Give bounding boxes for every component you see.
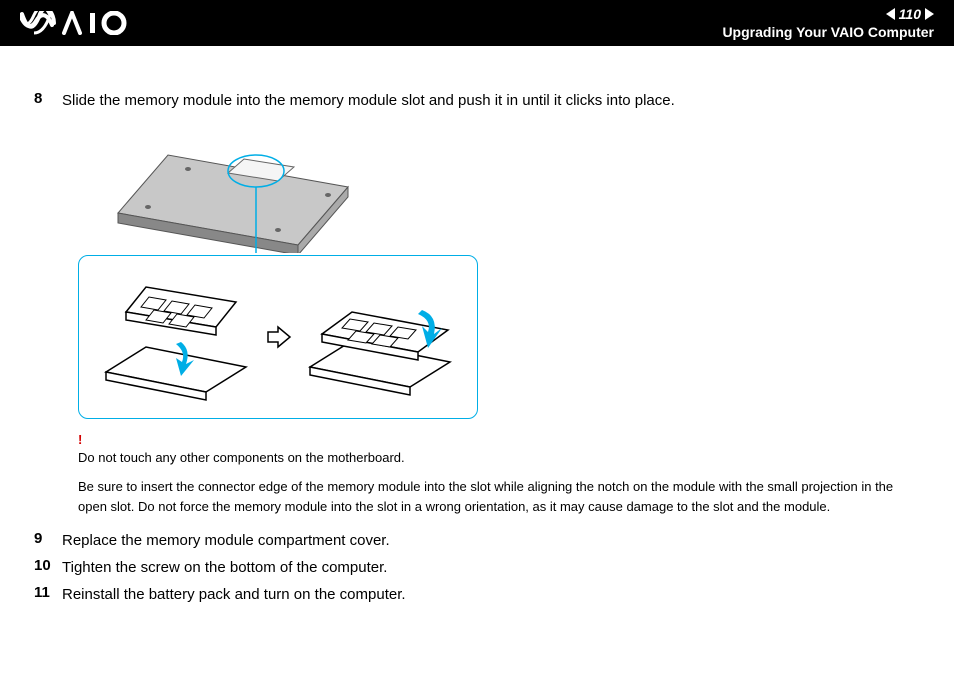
memory-module-insert-icon [96, 272, 256, 402]
page-content: 8 Slide the memory module into the memor… [0, 46, 954, 605]
step-9-text: Replace the memory module compartment co… [62, 530, 390, 551]
step-8-text: Slide the memory module into the memory … [62, 90, 675, 111]
vaio-logo [20, 11, 130, 35]
page-number: 110 [899, 6, 921, 22]
warning-mark: ! [78, 432, 82, 447]
next-step-arrow-icon [264, 323, 292, 351]
memory-module-click-icon [300, 272, 460, 402]
laptop-diagram [78, 125, 368, 245]
info-text: Be sure to insert the connector edge of … [78, 477, 920, 516]
diagram-area [78, 125, 920, 419]
step-11-num: 11 [34, 584, 62, 601]
header-bar: 110 Upgrading Your VAIO Computer [0, 0, 954, 46]
page-number-nav: 110 [722, 6, 934, 22]
step-8-num: 8 [34, 90, 62, 107]
header-right: 110 Upgrading Your VAIO Computer [722, 6, 934, 40]
header-title: Upgrading Your VAIO Computer [722, 24, 934, 40]
step-11: 11 Reinstall the battery pack and turn o… [34, 584, 920, 605]
nav-next-icon[interactable] [925, 8, 934, 20]
step-9-num: 9 [34, 530, 62, 547]
step-10: 10 Tighten the screw on the bottom of th… [34, 557, 920, 578]
step-11-text: Reinstall the battery pack and turn on t… [62, 584, 406, 605]
step-10-text: Tighten the screw on the bottom of the c… [62, 557, 387, 578]
step-8: 8 Slide the memory module into the memor… [34, 90, 920, 111]
nav-prev-icon[interactable] [886, 8, 895, 20]
warning-block: ! Do not touch any other components on t… [78, 431, 920, 467]
memory-install-callout [78, 255, 478, 419]
warning-text: Do not touch any other components on the… [78, 450, 405, 465]
step-10-num: 10 [34, 557, 62, 574]
step-9: 9 Replace the memory module compartment … [34, 530, 920, 551]
